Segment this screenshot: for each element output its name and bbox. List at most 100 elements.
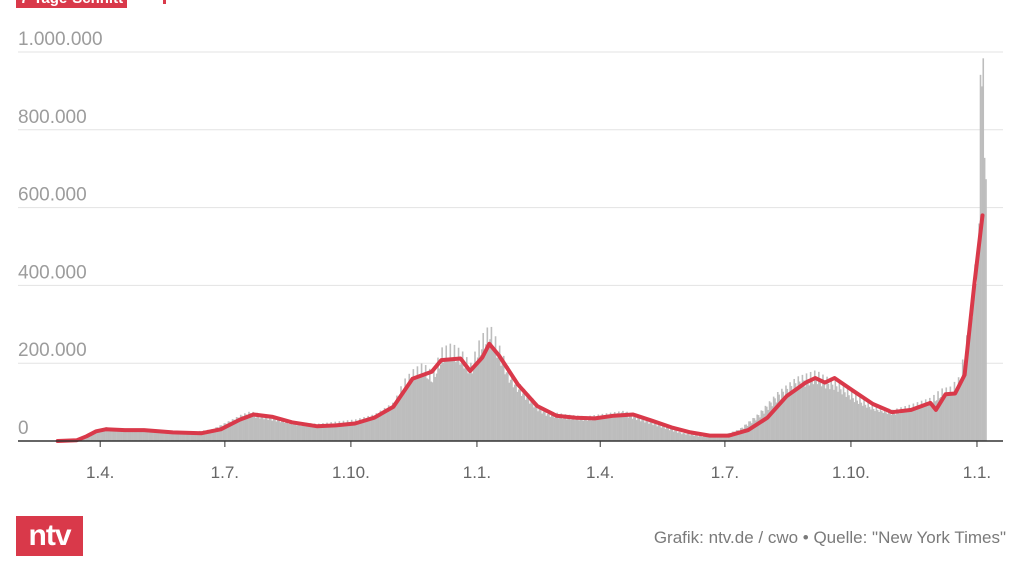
daily-bar xyxy=(568,414,571,441)
y-tick-label: 0 xyxy=(18,418,29,439)
daily-bar xyxy=(452,358,454,441)
daily-bar xyxy=(964,357,967,441)
daily-bar xyxy=(146,430,149,441)
daily-bar xyxy=(261,415,264,441)
daily-bar xyxy=(193,433,195,441)
daily-bar xyxy=(279,422,282,441)
daily-bar xyxy=(538,408,541,441)
daily-bar xyxy=(961,359,964,441)
daily-bar xyxy=(686,433,689,441)
daily-bar xyxy=(468,372,471,441)
daily-bar xyxy=(668,430,671,441)
daily-bar xyxy=(344,423,346,441)
daily-bar xyxy=(693,435,695,441)
y-tick-labels: 0 200.000 400.000 600.000 800.000 1.000.000 xyxy=(18,29,103,439)
daily-bar xyxy=(713,436,716,441)
daily-bar xyxy=(357,422,360,441)
daily-bar xyxy=(239,414,242,441)
daily-bar xyxy=(185,433,187,441)
daily-bar xyxy=(759,417,761,441)
daily-bar xyxy=(283,422,286,441)
daily-bar xyxy=(874,411,876,441)
daily-bar xyxy=(171,431,174,441)
daily-bar xyxy=(850,391,853,441)
daily-bar xyxy=(835,386,838,441)
daily-bar xyxy=(516,391,519,441)
daily-bar xyxy=(967,346,969,441)
daily-bar xyxy=(274,418,276,441)
daily-bar xyxy=(398,398,401,441)
daily-bar xyxy=(490,326,493,441)
daily-bar xyxy=(157,431,160,441)
daily-bar xyxy=(461,351,464,441)
daily-bar xyxy=(439,364,442,441)
daily-bar xyxy=(661,425,664,441)
daily-bar xyxy=(839,389,842,441)
daily-bar xyxy=(219,425,221,441)
daily-bar xyxy=(616,413,619,441)
daily-bar xyxy=(834,378,837,441)
daily-bar xyxy=(374,418,376,441)
daily-bar xyxy=(381,414,383,441)
daily-bar xyxy=(734,432,737,441)
daily-bar xyxy=(916,402,919,441)
daily-bar xyxy=(848,395,850,441)
daily-bar xyxy=(396,395,398,441)
daily-bar xyxy=(742,428,745,441)
daily-bar xyxy=(268,415,271,441)
daily-bar xyxy=(701,436,704,441)
daily-bar xyxy=(604,415,606,441)
daily-bar xyxy=(130,429,132,441)
daily-bar xyxy=(876,410,879,441)
daily-bar xyxy=(557,418,560,441)
daily-bar xyxy=(641,418,643,441)
daily-bar xyxy=(105,427,108,441)
daily-bar xyxy=(154,430,157,441)
daily-bar xyxy=(755,420,757,441)
daily-bar xyxy=(581,415,583,441)
daily-bar xyxy=(349,423,352,441)
daily-bar xyxy=(259,418,261,441)
daily-bar xyxy=(715,435,717,441)
daily-bar xyxy=(792,391,794,441)
daily-bar xyxy=(465,357,468,441)
daily-bar xyxy=(505,372,508,441)
daily-bar xyxy=(574,420,576,441)
daily-bar xyxy=(309,423,312,441)
daily-bar xyxy=(256,412,258,441)
y-tick-label: 1.000.000 xyxy=(18,29,103,50)
daily-bar xyxy=(276,417,279,441)
y-tick-label: 200.000 xyxy=(18,340,87,361)
daily-bar xyxy=(596,416,598,441)
daily-bar xyxy=(234,422,237,441)
daily-bar xyxy=(450,359,453,441)
daily-bar xyxy=(141,430,143,441)
daily-bar xyxy=(663,425,665,441)
daily-bar xyxy=(371,414,374,441)
daily-bar xyxy=(471,373,474,441)
daily-bar xyxy=(541,413,543,441)
daily-bar xyxy=(267,419,269,441)
daily-bar xyxy=(449,343,452,441)
daily-bar xyxy=(356,421,358,441)
daily-bar xyxy=(464,367,467,441)
daily-bar xyxy=(868,406,871,441)
daily-bar xyxy=(408,373,411,441)
daily-bar xyxy=(418,377,420,441)
daily-bar xyxy=(683,433,686,441)
daily-bar xyxy=(597,414,600,441)
x-tick-label: 1.4. xyxy=(586,463,614,482)
daily-bar xyxy=(235,416,238,441)
daily-bar xyxy=(107,429,109,441)
daily-bar xyxy=(704,436,706,441)
daily-bar xyxy=(809,371,812,441)
daily-bar xyxy=(918,407,920,441)
daily-bar xyxy=(296,425,298,441)
daily-bar xyxy=(952,392,954,441)
daily-bar xyxy=(872,408,875,441)
daily-bar xyxy=(108,428,111,441)
daily-bar xyxy=(485,344,487,441)
daily-bar xyxy=(119,430,121,441)
daily-bar xyxy=(338,421,341,441)
daily-bar xyxy=(120,429,123,441)
